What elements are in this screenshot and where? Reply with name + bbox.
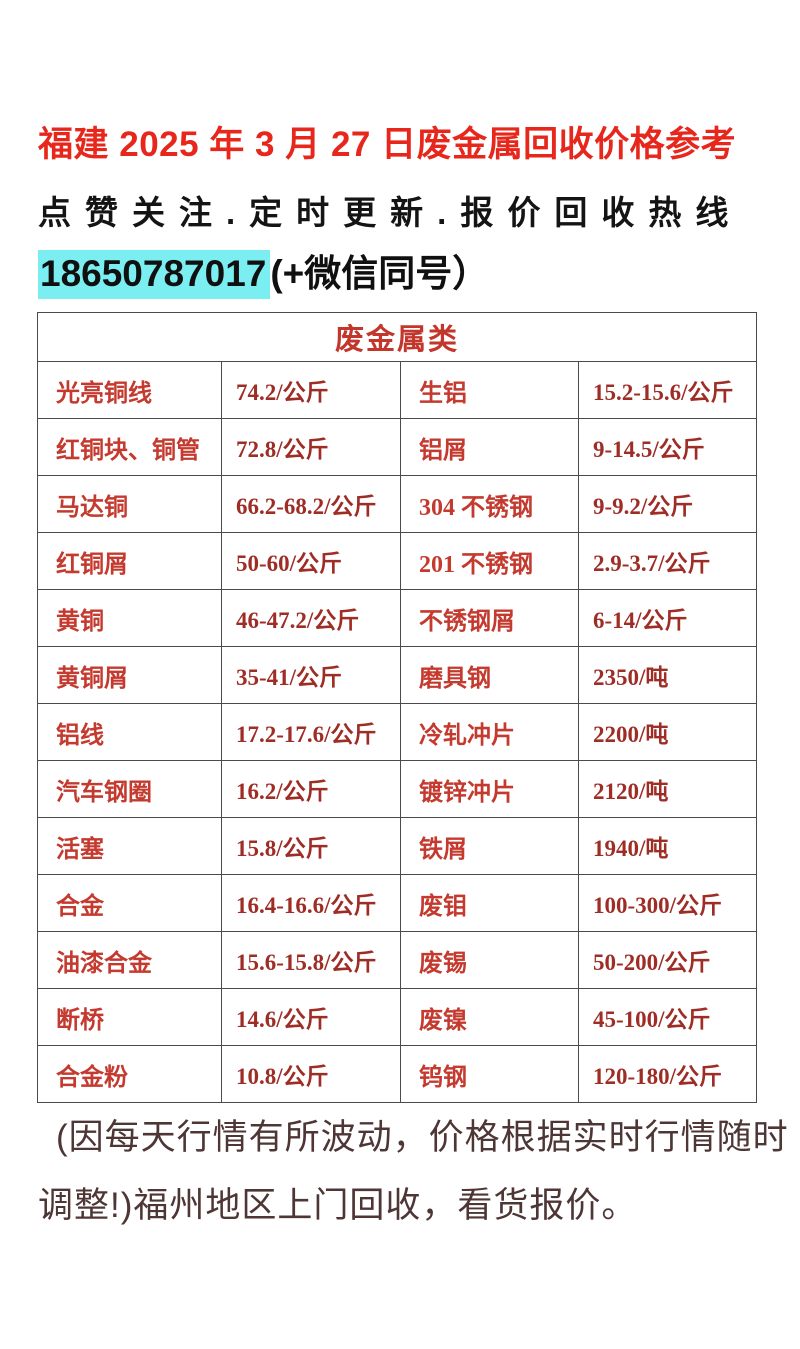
item-price: 66.2-68.2/公斤 — [221, 475, 401, 533]
item-name: 生铝 — [400, 361, 579, 419]
item-price: 100-300/公斤 — [577, 874, 758, 932]
item-name: 活塞 — [37, 817, 222, 875]
item-price: 9-14.5/公斤 — [577, 418, 758, 476]
table-row: 黄铜屑 35-41/公斤 磨具钢 2350/吨 — [37, 646, 758, 704]
item-name: 不锈钢屑 — [400, 589, 579, 647]
item-price: 2200/吨 — [577, 703, 758, 761]
item-price: 2120/吨 — [577, 760, 758, 818]
item-price: 45-100/公斤 — [577, 988, 758, 1046]
table-row: 红铜屑 50-60/公斤 201 不锈钢 2.9-3.7/公斤 — [37, 532, 758, 590]
item-name: 汽车钢圈 — [37, 760, 222, 818]
subtitle: 点赞关注.定时更新.报价回收热线 — [38, 194, 743, 231]
table-row: 合金粉 10.8/公斤 钨钢 120-180/公斤 — [37, 1045, 758, 1103]
footer-line2: 调整!)福州地区上门回收，看货报价。 — [38, 1186, 638, 1225]
item-name: 黄铜屑 — [37, 646, 222, 704]
item-name: 冷轧冲片 — [400, 703, 579, 761]
item-price: 9-9.2/公斤 — [577, 475, 758, 533]
item-price: 2350/吨 — [577, 646, 758, 704]
table-row: 油漆合金 15.6-15.8/公斤 废锡 50-200/公斤 — [37, 931, 758, 989]
table-row: 马达铜 66.2-68.2/公斤 304 不锈钢 9-9.2/公斤 — [37, 475, 758, 533]
item-name: 光亮铜线 — [37, 361, 222, 419]
item-name: 镀锌冲片 — [400, 760, 579, 818]
item-name: 马达铜 — [37, 475, 222, 533]
footer-line1: (因每天行情有所波动，价格根据实时行情随时 — [56, 1118, 789, 1157]
item-price: 46-47.2/公斤 — [221, 589, 401, 647]
item-price: 6-14/公斤 — [577, 589, 758, 647]
item-price: 17.2-17.6/公斤 — [221, 703, 401, 761]
item-price: 35-41/公斤 — [221, 646, 401, 704]
item-price: 15.8/公斤 — [221, 817, 401, 875]
item-price: 14.6/公斤 — [221, 988, 401, 1046]
item-name: 304 不锈钢 — [400, 475, 579, 533]
item-price: 50-200/公斤 — [577, 931, 758, 989]
table-row: 断桥 14.6/公斤 废镍 45-100/公斤 — [37, 988, 758, 1046]
item-name: 磨具钢 — [400, 646, 579, 704]
footer-note: (因每天行情有所波动，价格根据实时行情随时 调整!)福州地区上门回收，看货报价。 — [38, 1104, 789, 1240]
item-name: 红铜块、铜管 — [37, 418, 222, 476]
item-name: 铁屑 — [400, 817, 579, 875]
table-row: 活塞 15.8/公斤 铁屑 1940/吨 — [37, 817, 758, 875]
item-name: 废镍 — [400, 988, 579, 1046]
table-row: 光亮铜线 74.2/公斤 生铝 15.2-15.6/公斤 — [37, 361, 758, 419]
table-row: 红铜块、铜管 72.8/公斤 铝屑 9-14.5/公斤 — [37, 418, 758, 476]
item-name: 油漆合金 — [37, 931, 222, 989]
item-name: 201 不锈钢 — [400, 532, 579, 590]
page-title: 福建 2025 年 3 月 27 日废金属回收价格参考 — [38, 125, 737, 164]
item-name: 红铜屑 — [37, 532, 222, 590]
item-price: 16.4-16.6/公斤 — [221, 874, 401, 932]
table-row: 合金 16.4-16.6/公斤 废钼 100-300/公斤 — [37, 874, 758, 932]
item-price: 10.8/公斤 — [221, 1045, 401, 1103]
item-name: 废钼 — [400, 874, 579, 932]
item-name: 铝屑 — [400, 418, 579, 476]
phone-number: 18650787017 — [38, 250, 271, 299]
item-price: 15.6-15.8/公斤 — [221, 931, 401, 989]
item-name: 铝线 — [37, 703, 222, 761]
item-price: 74.2/公斤 — [221, 361, 401, 419]
item-name: 断桥 — [37, 988, 222, 1046]
table-row: 黄铜 46-47.2/公斤 不锈钢屑 6-14/公斤 — [37, 589, 758, 647]
item-name: 钨钢 — [400, 1045, 579, 1103]
item-price: 1940/吨 — [577, 817, 758, 875]
item-name: 合金 — [37, 874, 222, 932]
table-title: 废金属类 — [36, 312, 758, 362]
item-price: 72.8/公斤 — [221, 418, 401, 476]
table-row: 汽车钢圈 16.2/公斤 镀锌冲片 2120/吨 — [37, 760, 758, 818]
item-price: 120-180/公斤 — [577, 1045, 758, 1103]
phone-line: 18650787017 (+微信同号） — [38, 243, 490, 299]
price-table: 废金属类 光亮铜线 74.2/公斤 生铝 15.2-15.6/公斤 红铜块、铜管… — [36, 312, 758, 1103]
phone-suffix: (+微信同号） — [270, 253, 490, 294]
item-name: 黄铜 — [37, 589, 222, 647]
item-name: 废锡 — [400, 931, 579, 989]
item-name: 合金粉 — [37, 1045, 222, 1103]
item-price: 16.2/公斤 — [221, 760, 401, 818]
item-price: 15.2-15.6/公斤 — [577, 361, 758, 419]
item-price: 2.9-3.7/公斤 — [577, 532, 758, 590]
table-header-row: 废金属类 — [36, 312, 758, 362]
table-row: 铝线 17.2-17.6/公斤 冷轧冲片 2200/吨 — [37, 703, 758, 761]
item-price: 50-60/公斤 — [221, 532, 401, 590]
